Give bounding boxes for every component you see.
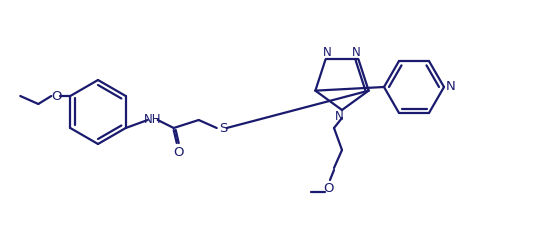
Text: N: N	[323, 46, 332, 59]
Text: N: N	[335, 110, 343, 124]
Text: O: O	[174, 146, 184, 160]
Text: N: N	[352, 46, 361, 59]
Text: S: S	[219, 122, 228, 135]
Text: O: O	[51, 89, 61, 103]
Text: NH: NH	[144, 114, 162, 126]
Text: O: O	[324, 182, 334, 194]
Text: N: N	[446, 81, 456, 94]
